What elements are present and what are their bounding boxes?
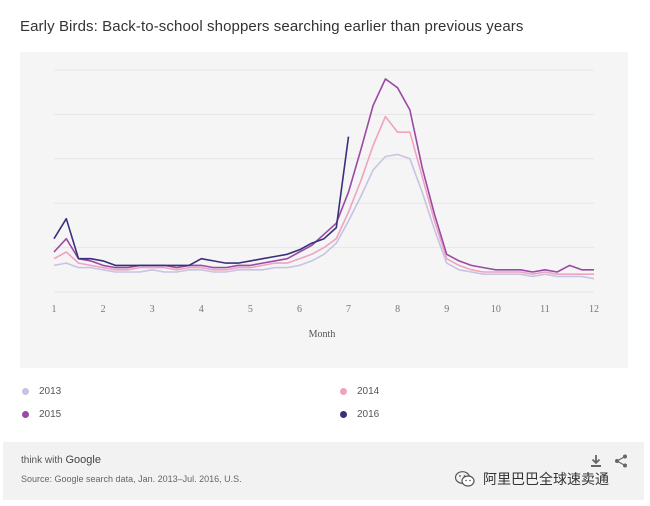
legend-item-2015[interactable]: 2015 (22, 409, 61, 420)
legend-item-2014[interactable]: 2014 (340, 386, 379, 397)
legend-label: 2016 (357, 409, 380, 420)
x-tick-label: 6 (297, 304, 302, 315)
legend: 2013 2014 2015 2016 (0, 376, 650, 436)
x-tick-label: 2 (101, 304, 106, 315)
series-line-2016 (53, 136, 350, 267)
series-lines (53, 78, 595, 280)
chart-panel: 1 2 3 4 5 6 7 8 9 10 11 12 Month (20, 52, 628, 368)
source-note: Source: Google search data, Jan. 2013–Ju… (21, 474, 242, 484)
brand-logo: think with Google (21, 454, 101, 466)
x-tick-label: 3 (150, 304, 155, 315)
footer: think with Google Source: Google search … (3, 442, 644, 500)
legend-swatch (22, 388, 29, 395)
legend-item-2013[interactable]: 2013 (22, 386, 61, 397)
x-axis-ticks: 1 2 3 4 5 6 7 8 9 10 11 12 (52, 304, 600, 315)
share-icon[interactable] (614, 454, 628, 468)
x-tick-label: 1 (52, 304, 57, 315)
x-tick-label: 12 (589, 304, 599, 315)
chart-title: Early Birds: Back-to-school shoppers sea… (20, 18, 524, 35)
legend-swatch (340, 411, 347, 418)
x-tick-label: 4 (199, 304, 204, 315)
brand-prefix: think with (21, 455, 63, 466)
wechat-icon (455, 471, 475, 487)
download-icon[interactable] (590, 454, 602, 468)
watermark-text: 阿里巴巴全球速卖通 (483, 471, 609, 487)
x-tick-label: 8 (395, 304, 400, 315)
legend-swatch (340, 388, 347, 395)
x-tick-label: 7 (346, 304, 351, 315)
series-line-2014 (53, 115, 594, 275)
x-tick-label: 11 (540, 304, 550, 315)
watermark: 阿里巴巴全球速卖通 (455, 469, 609, 489)
series-line-2013 (53, 153, 595, 280)
legend-item-2016[interactable]: 2016 (340, 409, 379, 420)
legend-label: 2014 (357, 386, 380, 397)
x-tick-label: 5 (248, 304, 253, 315)
legend-label: 2013 (39, 386, 62, 397)
x-tick-label: 10 (491, 304, 501, 315)
line-chart: 1 2 3 4 5 6 7 8 9 10 11 12 Month (52, 69, 600, 340)
x-tick-label: 9 (444, 304, 449, 315)
series-line-2015 (53, 78, 594, 273)
brand-name: Google (65, 454, 101, 466)
x-axis-title: Month (309, 329, 336, 340)
gridlines (54, 69, 594, 293)
legend-swatch (22, 411, 29, 418)
legend-label: 2015 (39, 409, 62, 420)
